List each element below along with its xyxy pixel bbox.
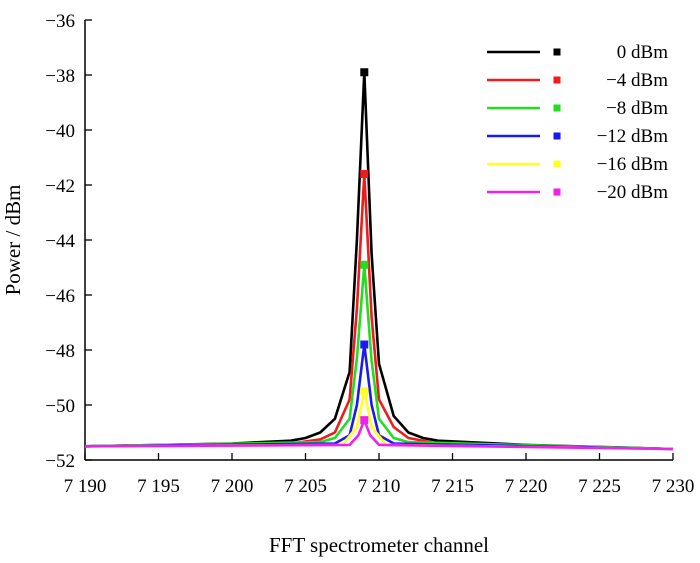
series-layer (84, 68, 674, 451)
y-axis-title: Power / dBm (1, 185, 25, 296)
legend-label: −20 dBm (597, 182, 669, 203)
legend-marker (553, 160, 561, 168)
peak-marker (360, 170, 369, 178)
series-line (84, 172, 674, 451)
legend-label: 0 dBm (617, 42, 668, 63)
legend-label: −12 dBm (597, 126, 669, 147)
y-tick-label: −40 (45, 121, 75, 142)
legend-marker (553, 48, 561, 56)
y-axis: −52 −50 −48 −46 −44 −42 −40 −38 −36 (45, 11, 92, 472)
legend-marker (553, 132, 561, 140)
y-tick-label: −36 (45, 11, 75, 32)
y-tick-label: −44 (45, 231, 75, 252)
x-tick-label: 7 195 (137, 476, 180, 497)
y-tick-label: −46 (45, 286, 75, 307)
x-axis-title: FFT spectrometer channel (269, 533, 489, 557)
x-tick-label: 7 190 (64, 476, 107, 497)
peak-marker (360, 260, 369, 269)
peak-marker (360, 416, 369, 425)
x-tick-label: 7 220 (505, 476, 548, 497)
y-tick-label: −38 (45, 66, 75, 87)
y-tick-label: −52 (45, 451, 75, 472)
peak-marker (360, 340, 369, 349)
x-tick-label: 7 215 (431, 476, 474, 497)
legend-marker (553, 188, 561, 196)
x-tick-label: 7 205 (284, 476, 327, 497)
x-tick-label: 7 230 (652, 476, 695, 497)
y-tick-label: −42 (45, 176, 75, 197)
peak-marker (360, 68, 369, 77)
x-tick-label: 7 210 (358, 476, 401, 497)
x-tick-label: 7 200 (211, 476, 254, 497)
x-axis: 7 190 7 195 7 200 7 205 7 210 7 215 7 220 7 225… (64, 453, 695, 497)
legend-marker (553, 104, 561, 112)
y-tick-label: −50 (45, 396, 75, 417)
legend-label: −16 dBm (597, 154, 669, 175)
legend-label: −4 dBm (606, 70, 668, 91)
y-tick-label: −48 (45, 341, 75, 362)
peak-marker (360, 387, 369, 396)
legend-label: −8 dBm (606, 98, 668, 119)
x-tick-label: 7 225 (578, 476, 621, 497)
legend-marker (553, 76, 561, 84)
legend: 0 dBm −4 dBm −8 dBm −12 dBm −16 dBm −20 dBm (487, 42, 668, 203)
